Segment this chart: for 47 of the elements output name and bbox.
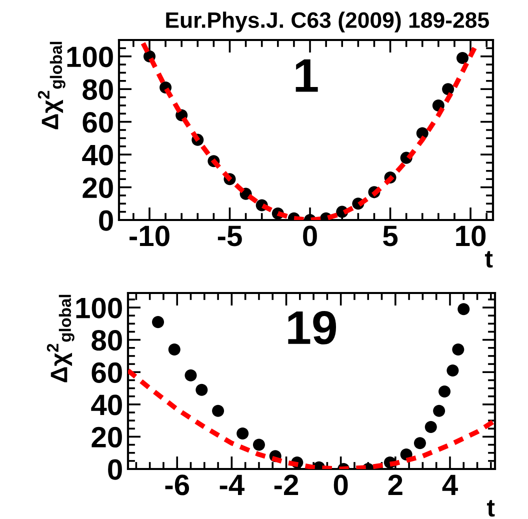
x-tick-label: -2 bbox=[274, 474, 298, 495]
y-tick-label: 40 bbox=[91, 394, 122, 416]
y-axis-title: Δχ$^{2}$$_{global}$ bbox=[38, 42, 66, 130]
y-tick-label: 40 bbox=[82, 144, 113, 166]
x-tick-label: 2 bbox=[388, 474, 402, 495]
y-tick-label: 60 bbox=[82, 112, 113, 133]
x-tick-label: -4 bbox=[220, 474, 244, 495]
x-tick-label: -10 bbox=[130, 226, 170, 246]
point bbox=[152, 316, 164, 328]
point bbox=[456, 52, 469, 64]
x-tick-label: 10 bbox=[456, 226, 486, 246]
x-axis-title: t bbox=[486, 500, 495, 517]
x-tick-label: -6 bbox=[165, 474, 190, 496]
x-tick-label: 0 bbox=[334, 474, 348, 496]
point bbox=[458, 303, 470, 316]
y-tick-label: 20 bbox=[82, 177, 113, 198]
point bbox=[168, 344, 180, 356]
point bbox=[452, 344, 464, 356]
y-axis-title: Δχ$^{2}$$_{global}$ bbox=[46, 294, 74, 382]
point bbox=[433, 404, 446, 417]
point bbox=[184, 369, 197, 382]
point bbox=[424, 421, 437, 434]
annotation: 19 bbox=[288, 310, 336, 344]
point bbox=[236, 427, 249, 440]
point bbox=[438, 385, 451, 398]
line-series bbox=[140, 40, 480, 220]
point bbox=[446, 364, 459, 377]
annotation: 1 bbox=[296, 59, 318, 92]
point bbox=[252, 438, 265, 451]
y-tick-label: 80 bbox=[92, 330, 122, 351]
y-tick-label: 100 bbox=[76, 298, 122, 318]
y-tick-label: 100 bbox=[67, 46, 113, 68]
x-axis-title: t bbox=[484, 251, 493, 268]
y-tick-label: 20 bbox=[92, 426, 122, 448]
point bbox=[212, 404, 224, 417]
point bbox=[442, 83, 454, 96]
y-tick-label: 0 bbox=[108, 459, 122, 480]
x-tick-label: 0 bbox=[303, 226, 317, 246]
y-tick-label: 80 bbox=[82, 79, 113, 100]
chart-title: Eur.Phys.J. C63 (2009) 189-285 bbox=[166, 12, 489, 32]
point bbox=[196, 384, 208, 396]
x-tick-label: -5 bbox=[218, 226, 242, 246]
y-tick-label: 60 bbox=[92, 362, 122, 383]
y-tick-label: 0 bbox=[99, 210, 113, 231]
x-tick-label: 5 bbox=[383, 226, 398, 246]
point bbox=[414, 437, 426, 450]
x-tick-label: 4 bbox=[442, 474, 458, 495]
